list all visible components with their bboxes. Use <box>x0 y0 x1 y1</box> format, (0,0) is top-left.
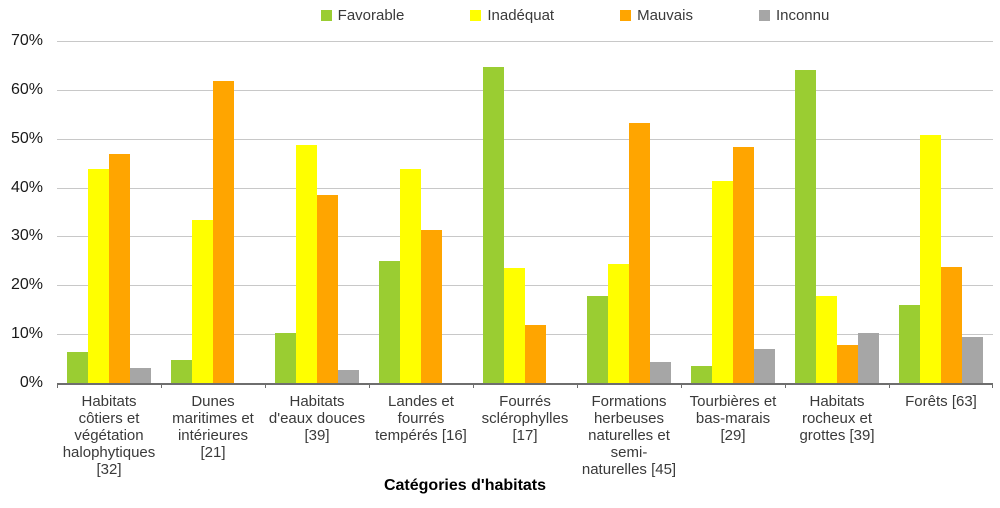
y-tick-label-20: 20% <box>10 276 43 294</box>
x-category-label-1: Habitats côtiers et végétation halophyti… <box>62 393 156 478</box>
x-axis-tick <box>264 383 266 388</box>
bar-inconnu <box>858 333 879 383</box>
bar-favorable <box>691 366 712 383</box>
legend-item-inadequat: Inadéquat <box>470 5 554 25</box>
bar-favorable <box>171 360 192 383</box>
bar-mauvais <box>109 154 130 383</box>
bar-inconnu <box>754 349 775 383</box>
bar-mauvais <box>525 325 546 383</box>
plot-area <box>57 41 993 388</box>
bar-mauvais <box>629 123 650 383</box>
x-category-label-3: Habitats d'eaux douces [39] <box>268 393 366 444</box>
bar-mauvais <box>421 230 442 383</box>
x-axis-tick <box>992 383 993 388</box>
bar-favorable <box>67 352 88 383</box>
x-axis-tick <box>57 383 58 388</box>
bar-group-2 <box>161 41 265 383</box>
bar-group-9 <box>889 41 993 383</box>
bar-inadequat <box>88 169 109 383</box>
y-tick-label-50: 50% <box>10 129 43 147</box>
bar-group-3 <box>265 41 369 383</box>
x-axis-tick <box>472 383 474 388</box>
bar-mauvais <box>733 147 754 383</box>
bar-inadequat <box>192 220 213 383</box>
x-category-label-4: Landes et fourrés tempérés [16] <box>375 393 467 444</box>
bar-group-5 <box>473 41 577 383</box>
bar-mauvais <box>317 195 338 383</box>
gridline-30 <box>57 236 993 238</box>
bar-group-6 <box>577 41 681 383</box>
x-category-label-9: Forêts [63] <box>905 393 977 410</box>
y-tick-label-30: 30% <box>10 227 43 245</box>
bar-inadequat <box>400 169 421 383</box>
bar-mauvais <box>941 267 962 383</box>
bar-inconnu <box>338 370 359 383</box>
bar-group-7 <box>681 41 785 383</box>
x-axis-tick <box>368 383 370 388</box>
x-axis-category-labels: Habitats côtiers et végétation halophyti… <box>57 393 993 478</box>
gridline-20 <box>57 285 993 287</box>
x-axis-tick <box>680 383 682 388</box>
bar-inadequat <box>504 268 525 383</box>
y-tick-label-40: 40% <box>10 178 43 196</box>
x-axis-tick <box>785 383 786 388</box>
legend-label: Favorable <box>337 6 405 24</box>
y-tick-label-10: 10% <box>10 325 43 343</box>
bar-inadequat <box>712 181 733 383</box>
gridline-50 <box>57 138 993 140</box>
legend-swatch-icon <box>470 9 482 21</box>
bar-inconnu <box>130 368 151 383</box>
gridline-40 <box>57 187 993 189</box>
legend-label: Mauvais <box>637 6 693 24</box>
bar-favorable <box>795 70 816 383</box>
bar-favorable <box>483 67 504 383</box>
legend-item-favorable: Favorable <box>320 5 405 25</box>
legend-swatch-icon <box>620 9 632 21</box>
x-category-label-5: Fourrés sclérophylles [17] <box>481 393 569 444</box>
bar-favorable <box>587 296 608 383</box>
bar-group-8 <box>785 41 889 383</box>
gridline-70 <box>57 41 993 42</box>
y-tick-label-60: 60% <box>10 80 43 98</box>
x-category-label-2: Dunes maritimes et intérieures [21] <box>172 393 254 461</box>
bar-mauvais <box>837 345 858 383</box>
legend-label: Inconnu <box>775 6 830 24</box>
y-tick-label-70: 70% <box>10 32 43 49</box>
x-category-label-8: Habitats rocheux et grottes [39] <box>799 393 875 444</box>
bar-favorable <box>899 305 920 383</box>
bar-inadequat <box>920 135 941 383</box>
bar-inadequat <box>608 264 629 383</box>
x-axis-tick <box>888 383 890 388</box>
bar-favorable <box>275 333 296 383</box>
x-axis-tick <box>577 383 578 388</box>
bar-favorable <box>379 261 400 383</box>
x-axis-title: Catégories d'habitats <box>383 477 547 494</box>
x-category-label-6: Formations herbeuses naturelles et semi-… <box>581 393 677 478</box>
bar-mauvais <box>213 81 234 383</box>
legend-swatch-icon <box>758 9 770 21</box>
bar-inadequat <box>816 296 837 383</box>
bar-inconnu <box>650 362 671 383</box>
x-axis-tick <box>160 383 162 388</box>
legend-item-inconnu: Inconnu <box>758 5 830 25</box>
y-axis: 0% 10% 20% 30% 40% 50% 60% 70% <box>0 33 50 391</box>
bar-inconnu <box>962 337 983 383</box>
bar-group-1 <box>57 41 161 383</box>
bar-groups <box>57 41 993 383</box>
bar-inadequat <box>296 145 317 383</box>
bar-group-4 <box>369 41 473 383</box>
legend: Favorable Inadéquat Mauvais Inconnu <box>0 5 1000 25</box>
legend-label: Inadéquat <box>487 6 555 24</box>
x-category-label-7: Tourbières et bas-marais [29] <box>689 393 777 444</box>
legend-swatch-icon <box>320 9 332 21</box>
y-tick-label-0: 0% <box>19 374 43 391</box>
gridline-60 <box>57 89 993 91</box>
legend-item-mauvais: Mauvais <box>620 5 693 25</box>
